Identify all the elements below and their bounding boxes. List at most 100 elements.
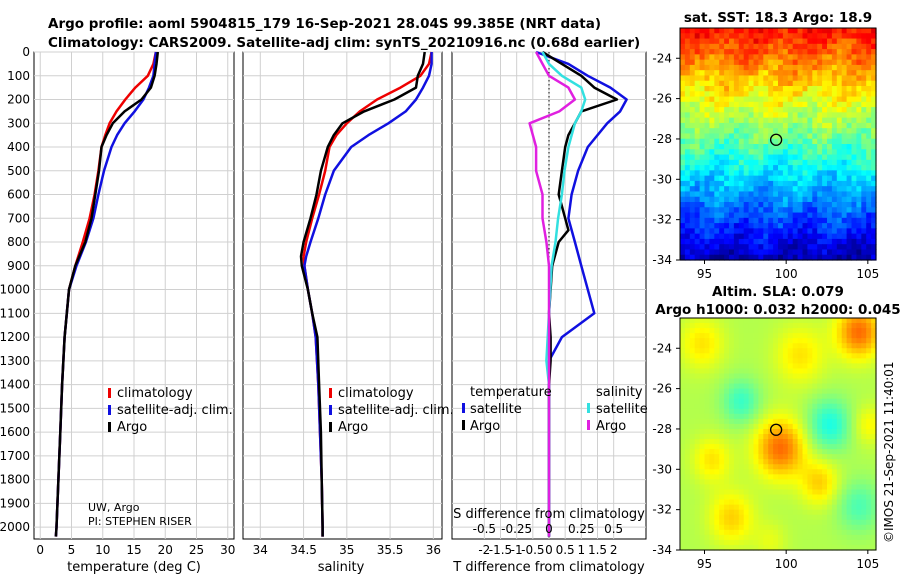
sst-cell <box>866 38 872 45</box>
sst-cell <box>709 112 715 119</box>
sla-cell <box>753 408 759 415</box>
sla-cell <box>861 373 867 380</box>
sla-cell <box>802 353 808 359</box>
sst-cell <box>787 244 794 251</box>
sla-cell <box>773 358 779 364</box>
sst-cell <box>836 175 843 182</box>
sla-cell <box>851 388 857 395</box>
sst-cell <box>699 128 706 135</box>
sst-cell <box>729 117 735 124</box>
sst-cell <box>684 202 691 208</box>
sst-cell <box>719 149 725 156</box>
sla-cell <box>792 358 799 364</box>
sla-cell <box>866 428 872 435</box>
sla-cell <box>787 444 794 450</box>
sst-cell <box>861 165 867 171</box>
sst-cell <box>758 38 764 45</box>
sst-cell <box>782 138 789 145</box>
sla-cell <box>763 338 769 344</box>
sst-cell <box>733 202 740 208</box>
sst-cell <box>738 96 745 103</box>
sst-cell <box>763 49 769 55</box>
sst-cell <box>836 196 843 203</box>
sla-cell <box>680 494 686 501</box>
sla-cell <box>792 348 799 354</box>
sst-cell <box>684 244 691 251</box>
sst-cell <box>807 217 813 224</box>
x-tick-label: 1.5 <box>588 543 607 557</box>
sla-cell <box>733 403 740 410</box>
sla-cell <box>773 509 779 516</box>
sst-cell <box>797 122 804 129</box>
sla-cell <box>709 469 715 475</box>
sla-cell <box>724 348 730 354</box>
sla-cell <box>719 413 725 420</box>
sst-cell <box>866 144 872 150</box>
sst-cell <box>797 75 804 82</box>
sla-cell <box>831 348 838 354</box>
sla-cell <box>758 459 764 465</box>
sst-cell <box>831 54 838 61</box>
sst-cell <box>856 165 862 171</box>
sla-cell <box>861 529 867 536</box>
argo-location-marker <box>769 133 783 146</box>
sla-cell <box>709 358 715 364</box>
sla-cell <box>802 393 808 400</box>
sst-cell <box>827 228 833 235</box>
sla-cell <box>684 514 691 521</box>
sst-cell <box>699 43 706 50</box>
sla-cell <box>684 539 691 546</box>
sst-cell <box>851 154 857 161</box>
sst-cell <box>778 212 784 219</box>
sst-cell <box>714 254 720 261</box>
sla-cell <box>831 494 838 501</box>
sst-cell <box>778 249 784 256</box>
sst-cell <box>871 254 877 261</box>
sla-cell <box>733 464 740 470</box>
sla-cell <box>729 363 735 370</box>
y-tick-label: 700 <box>7 211 30 225</box>
sla-cell <box>709 514 715 521</box>
sla-cell <box>773 469 779 475</box>
sst-cell <box>807 144 813 150</box>
sla-cell <box>866 358 872 364</box>
sla-cell <box>866 368 872 375</box>
sla-cell <box>856 378 862 385</box>
sla-cell <box>827 418 833 425</box>
sst-cell <box>831 107 838 113</box>
sla-cell <box>822 449 828 455</box>
sla-cell <box>704 439 710 445</box>
x-tick-label: -2 <box>478 543 490 557</box>
sla-cell <box>733 539 740 546</box>
sla-cell <box>773 373 779 380</box>
sst-cell <box>836 43 843 50</box>
sst-cell <box>689 101 696 108</box>
sst-cell <box>709 54 715 61</box>
sst-cell <box>753 128 759 135</box>
sst-cell <box>684 86 691 92</box>
sst-cell <box>724 43 730 50</box>
sla-cell <box>743 348 750 354</box>
sst-cell <box>753 228 759 235</box>
salinity-panel: 34 34.5 35 35.5 36 salinity climatology sate… <box>242 51 454 575</box>
sla-cell <box>768 524 774 531</box>
sst-cell <box>748 254 755 261</box>
x-tick-label: -1 <box>511 543 523 557</box>
sst-cell <box>782 43 789 50</box>
series-line-argo <box>54 51 160 537</box>
sla-cell <box>773 444 779 450</box>
sla-map-ticks: 95 100 105-24-26-28-30-32-34 <box>652 341 879 571</box>
sla-cell <box>871 398 877 405</box>
sla-cell <box>729 484 735 491</box>
sla-cell <box>841 499 848 506</box>
sst-cell <box>817 43 823 50</box>
sst-cell <box>689 107 696 113</box>
sla-cell <box>866 454 872 460</box>
sla-cell <box>827 439 833 445</box>
sla-cell <box>724 479 730 486</box>
sla-cell <box>773 353 779 359</box>
sst-cell <box>704 207 710 214</box>
sst-cell <box>714 244 720 251</box>
sst-cell <box>846 86 853 92</box>
legend-climatology-swatch <box>108 388 111 398</box>
